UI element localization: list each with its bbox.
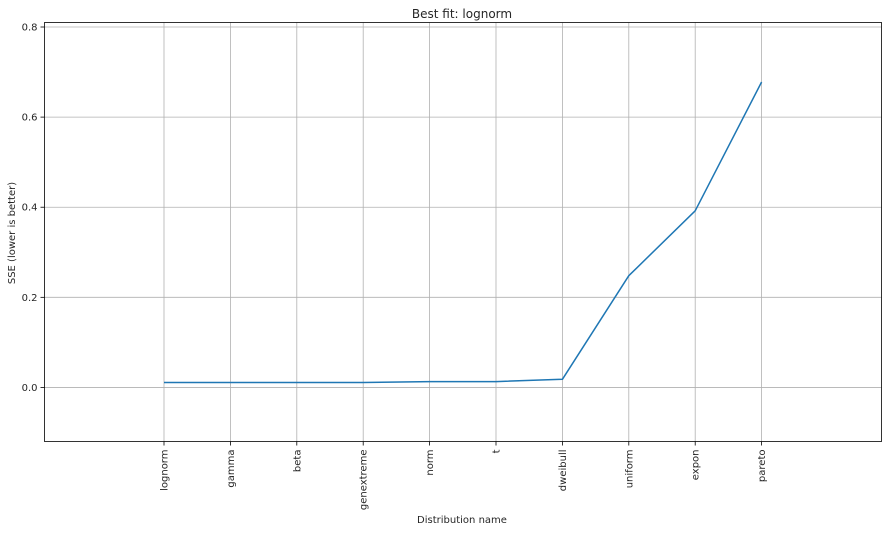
chart-title: Best fit: lognorm [412,7,512,21]
y-tick-label: 0.6 [22,113,38,124]
x-tick-label: t [492,449,503,453]
x-tick-label: gamma [226,450,237,488]
x-tick-label: beta [292,450,303,473]
plot-frame [45,23,882,442]
y-tick-label: 0.2 [22,293,38,304]
x-tick-label: lognorm [160,450,171,491]
tick-layer: lognorm gamma beta genextreme norm t dweibull u… [22,23,769,511]
x-tick-label: genextreme [359,450,370,511]
x-tick-label: norm [425,450,436,476]
x-tick-label: expon [691,450,702,481]
y-axis-label: SSE (lower is better) [7,182,18,284]
series-line [164,82,762,383]
x-tick-label: pareto [757,450,768,483]
y-tick-label: 0.8 [22,23,38,34]
y-tick-label: 0.4 [22,203,38,214]
grid-layer [45,23,882,442]
x-axis-label: Distribution name [417,515,507,526]
series-layer [164,82,762,383]
x-tick-label: dweibull [558,450,569,492]
x-tick-label: uniform [624,450,635,489]
y-tick-label: 0.0 [22,383,38,394]
